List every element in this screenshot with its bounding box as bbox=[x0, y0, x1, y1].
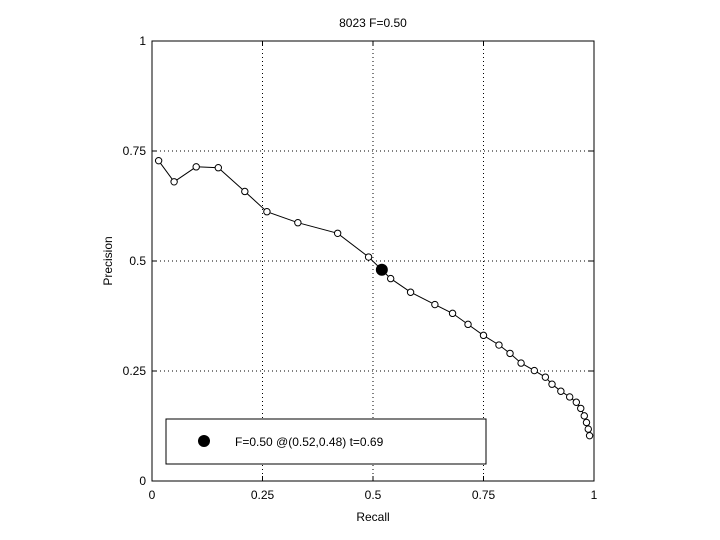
data-point-27 bbox=[584, 425, 592, 433]
legend-box bbox=[165, 418, 487, 465]
chart-title: 8023 F=0.50 bbox=[339, 16, 407, 30]
data-point-25 bbox=[580, 412, 588, 420]
data-point-3 bbox=[214, 164, 223, 172]
data-point-6 bbox=[294, 219, 302, 227]
data-point-24 bbox=[577, 404, 585, 413]
data-point-11 bbox=[431, 300, 439, 309]
x-axis-label: Recall bbox=[356, 510, 389, 524]
data-point-7 bbox=[333, 229, 342, 237]
data-point-9 bbox=[386, 274, 395, 283]
data-point-1 bbox=[170, 178, 178, 186]
data-point-12 bbox=[448, 309, 457, 318]
y-tick-label-0: 0 bbox=[139, 474, 146, 488]
data-point-2 bbox=[192, 163, 200, 171]
legend: F=0.50 @(0.52,0.48) t=0.69 bbox=[165, 418, 487, 465]
legend-marker-best-f bbox=[198, 435, 210, 447]
data-point-0 bbox=[154, 156, 163, 165]
y-tick-label-2: 0.5 bbox=[129, 254, 146, 268]
data-point-19 bbox=[541, 373, 550, 381]
y-tick-label-4: 1 bbox=[139, 34, 146, 48]
data-point-5 bbox=[263, 208, 271, 216]
x-tick-label-3: 0.75 bbox=[472, 488, 496, 502]
data-point-18 bbox=[530, 366, 539, 375]
data-point-16 bbox=[506, 349, 514, 358]
data-point-21 bbox=[557, 387, 565, 395]
x-tick-label-2: 0.5 bbox=[365, 488, 382, 502]
axis-ticks: 0 0.25 0.5 0.75 1 0 0.25 0.5 0.75 1 bbox=[123, 34, 598, 502]
x-tick-label-1: 0.25 bbox=[251, 488, 275, 502]
data-point-23 bbox=[572, 398, 581, 406]
y-tick-label-1: 0.25 bbox=[123, 364, 147, 378]
data-point-4 bbox=[241, 187, 249, 196]
x-tick-label-4: 1 bbox=[591, 488, 598, 502]
data-point-22 bbox=[565, 393, 574, 401]
y-tick-label-3: 0.75 bbox=[123, 144, 147, 158]
legend-entry-label: F=0.50 @(0.52,0.48) t=0.69 bbox=[235, 435, 384, 449]
data-point-20 bbox=[548, 380, 556, 388]
best-f-point bbox=[375, 263, 388, 276]
pr-curve bbox=[154, 156, 594, 440]
data-point-8 bbox=[364, 253, 373, 261]
data-point-14 bbox=[479, 331, 488, 340]
data-point-13 bbox=[464, 320, 472, 329]
data-point-15 bbox=[495, 341, 503, 349]
data-point-10 bbox=[406, 288, 415, 296]
x-tick-label-0: 0 bbox=[149, 488, 156, 502]
data-point-28 bbox=[585, 431, 594, 440]
data-point-26 bbox=[582, 418, 591, 427]
y-axis-label: Precision bbox=[101, 236, 115, 285]
data-point-17 bbox=[517, 359, 525, 367]
